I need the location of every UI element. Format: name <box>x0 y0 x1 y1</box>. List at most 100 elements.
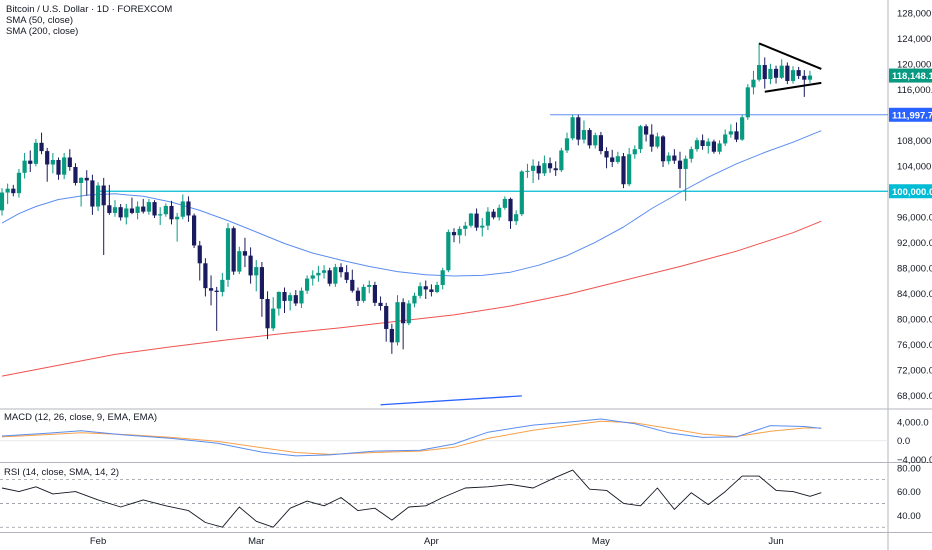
candle-body <box>502 198 507 208</box>
candle-body <box>316 272 321 276</box>
legend-title: Bitcoin / U.S. Dollar · 1D · FOREXCOM <box>6 4 172 15</box>
time-tick-label: Apr <box>424 536 439 547</box>
support-price-tag: 100,000.0 <box>892 187 932 198</box>
candle-body <box>485 211 490 226</box>
candle-body <box>632 149 637 155</box>
candle-body <box>305 278 310 291</box>
rsi-tick-label: 80.00 <box>897 463 921 474</box>
current-price-tag: 118,148.1 <box>892 71 932 82</box>
candle-body <box>480 225 485 228</box>
time-tick-label: Feb <box>90 536 106 547</box>
candle-body <box>508 198 513 222</box>
candle-body <box>418 286 423 296</box>
candle-body <box>118 207 123 218</box>
macd-tick-label: −4,000.0 <box>897 455 932 466</box>
candle-body <box>446 232 451 271</box>
candle-body <box>768 68 773 80</box>
candle-body <box>638 126 643 150</box>
support-price-tag-bg <box>889 184 932 199</box>
sma200-line <box>1 220 822 377</box>
macd-pane <box>0 418 888 457</box>
candle-body <box>706 141 711 146</box>
candle-body <box>694 140 700 150</box>
candle-body <box>581 130 587 140</box>
candle-body <box>220 279 225 292</box>
candle-body <box>531 165 536 171</box>
price-tick-label: 116,000.0 <box>897 85 932 96</box>
candle-body <box>655 136 660 147</box>
candle-body <box>214 290 219 292</box>
current-price-tag-bg <box>889 68 932 83</box>
candle-body <box>519 171 524 215</box>
rsi-tick-label: 40.00 <box>897 511 921 522</box>
triangle-lower-line <box>764 81 822 93</box>
candle-body <box>175 216 180 220</box>
candle-body <box>22 160 27 173</box>
candle-body <box>338 267 344 273</box>
candle-body <box>779 65 784 78</box>
candle-body <box>79 177 84 183</box>
candle-body <box>717 143 722 152</box>
macd-signal-line <box>1 420 822 455</box>
candle-body <box>689 149 694 159</box>
candle-body <box>327 270 332 284</box>
sma200-line <box>1 220 822 377</box>
price-tick-label: 68,000.0 <box>897 391 932 402</box>
candle-body <box>84 177 89 181</box>
candle-body <box>644 126 649 135</box>
candle-body <box>50 160 55 165</box>
resistance-price-tag-bg <box>889 107 932 122</box>
candle-body <box>762 65 767 80</box>
candle-body <box>395 302 400 343</box>
candle-body <box>276 291 281 309</box>
legend-sma50: SMA (50, close) <box>6 15 73 26</box>
candle-body <box>773 68 779 78</box>
price-tick-label: 72,000.0 <box>897 365 932 376</box>
candle-body <box>649 134 654 147</box>
candle-body <box>785 65 790 81</box>
candle-body <box>745 87 750 118</box>
candle-body <box>107 205 112 213</box>
sma50-line <box>1 130 822 277</box>
candle-body <box>497 207 502 218</box>
price-tick-label: 96,000.0 <box>897 212 932 223</box>
candle-body <box>807 75 813 80</box>
rsi-tick-label: 60.00 <box>897 487 921 498</box>
candle-body <box>525 170 530 172</box>
candle-body <box>16 172 22 194</box>
candle-body <box>576 117 581 140</box>
candle-body <box>152 202 157 216</box>
candle-body <box>451 232 457 236</box>
candle-body <box>350 279 355 291</box>
resistance-price-tag: 111,997.7 <box>892 110 932 121</box>
candle-body <box>208 288 214 291</box>
candle-body <box>367 284 372 287</box>
price-tick-label: 76,000.0 <box>897 340 932 351</box>
price-tick-label: 120,000.0 <box>897 59 932 70</box>
candle-body <box>158 214 163 216</box>
candle-body <box>401 302 406 324</box>
candle-body <box>734 131 739 140</box>
candle-body <box>621 156 626 185</box>
candle-body <box>700 140 705 146</box>
candle-body <box>321 270 327 273</box>
candle-body <box>593 135 598 146</box>
candle-body <box>225 228 231 280</box>
candle-body <box>587 130 592 146</box>
candle-body <box>254 267 259 276</box>
candle-body <box>474 213 479 228</box>
candle-body <box>5 188 10 193</box>
candle-body <box>259 267 264 299</box>
price-tick-label: 124,000.0 <box>897 34 932 45</box>
candle-body <box>666 155 671 162</box>
candle-body <box>372 284 377 303</box>
candle-body <box>355 290 361 301</box>
price-tick-label: 108,000.0 <box>897 136 932 147</box>
candle-body <box>423 286 428 290</box>
price-tick-label: 80,000.0 <box>897 314 932 325</box>
candle-body <box>604 151 609 158</box>
candle-body <box>434 284 440 292</box>
candle-body <box>129 208 135 213</box>
rsi-pane <box>1 469 822 528</box>
